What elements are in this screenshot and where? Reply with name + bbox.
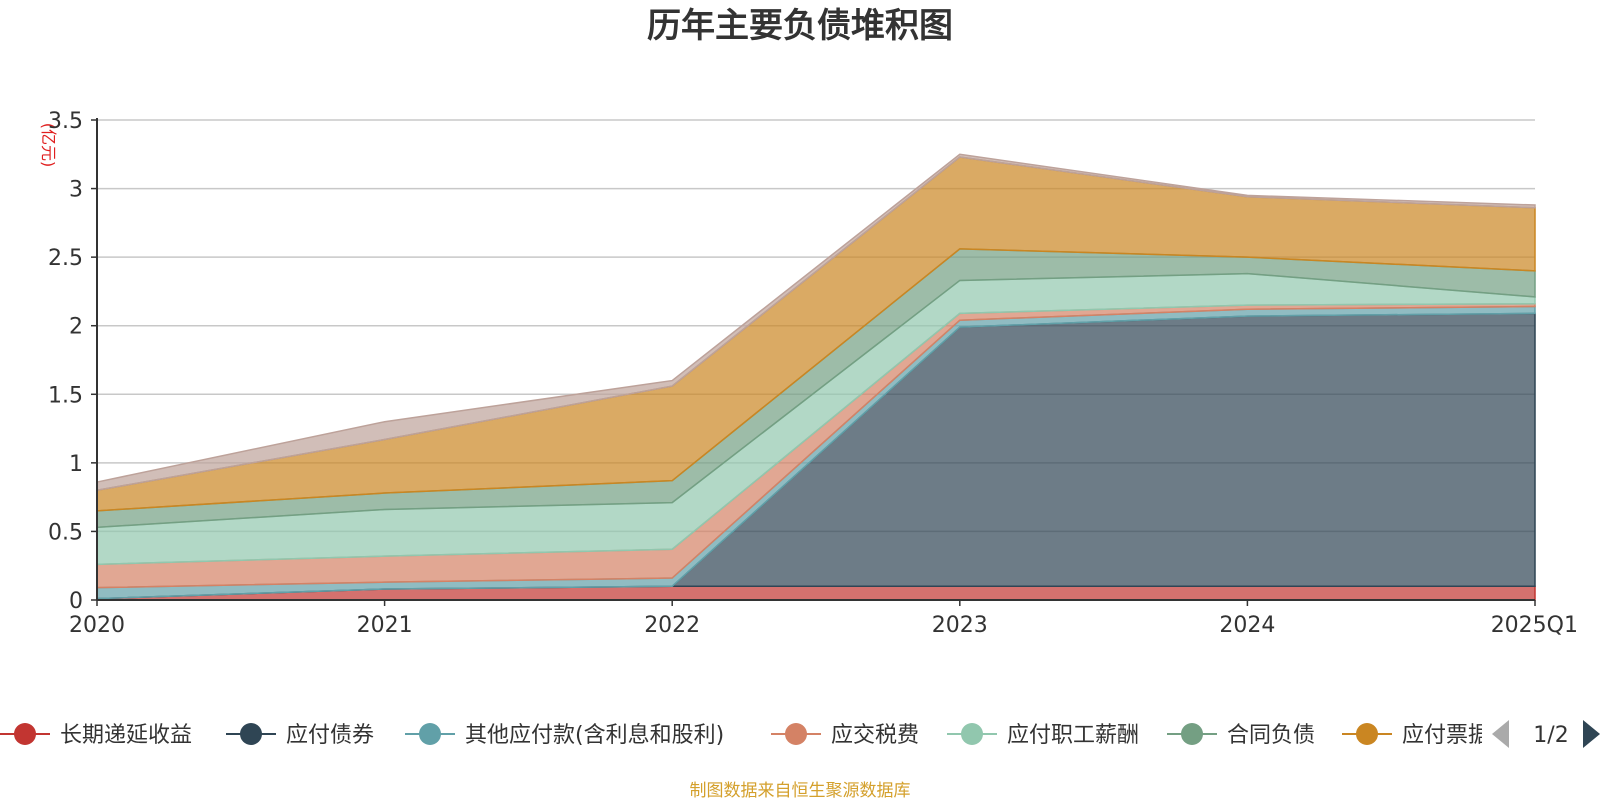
legend-label: 合同负债 [1227,723,1315,748]
legend-marker [785,723,807,745]
y-tick-label: 0 [69,589,83,614]
y-tick-label: 3 [69,178,83,203]
area-series [96,153,1536,601]
y-tick-label: 2.5 [48,246,83,271]
legend-label: 应付债券 [286,723,374,748]
legend-marker [14,723,36,745]
y-tick-label: 3.5 [48,109,83,134]
legend-item[interactable]: 应交税费 [771,723,919,748]
legend-item[interactable]: 其他应付款(含利息和股利) [405,723,724,748]
legend-item[interactable]: 合同负债 [1167,723,1315,748]
y-tick-label: 1.5 [48,383,83,408]
legend-label: 长期递延收益 [60,723,192,748]
legend-marker [1181,723,1203,745]
x-tick-label: 2025Q1 [1491,613,1578,638]
y-unit-label: (亿元) [39,123,58,168]
legend-page-indicator: 1/2 [1533,723,1568,748]
legend-label: 应付职工薪酬 [1007,723,1139,748]
chart-title: 历年主要负债堆积图 [647,6,953,46]
y-tick-label: 1 [69,452,83,477]
y-tick-label: 2 [69,315,83,340]
legend-marker [419,723,441,745]
x-tick-label: 2022 [644,613,700,638]
legend-item[interactable]: 应付职工薪酬 [947,723,1139,748]
x-tick-label: 2023 [932,613,988,638]
legend-label: 其他应付款(含利息和股利) [465,723,724,748]
legend-marker [961,723,983,745]
axes: 0 0.5 1 1.5 2 2.5 3 3.5 2020 2021 2022 2023 2024 2025… [48,109,1578,638]
y-tick-label: 0.5 [48,520,83,545]
legend-label: 应交税费 [831,723,919,748]
legend-item[interactable]: 应付债券 [226,723,374,748]
legend-prev-icon[interactable] [1492,720,1509,748]
legend-label: 应付票据 [1402,723,1490,748]
legend-marker [1356,723,1378,745]
x-tick-label: 2020 [69,613,125,638]
legend-item[interactable]: 应付票据 [1342,723,1490,748]
area-series [96,153,1536,492]
x-tick-label: 2024 [1219,613,1275,638]
legend-next-icon[interactable] [1583,720,1600,748]
legend-item[interactable]: 长期递延收益 [0,723,192,748]
data-source-note: 制图数据来自恒生聚源数据库 [690,781,911,800]
x-tick-label: 2021 [357,613,413,638]
legend[interactable]: 长期递延收益 应付债券 其他应付款(含利息和股利) 应交税费 应付职工薪酬 合同负债 应付票… [0,710,1600,760]
legend-marker [240,723,262,745]
